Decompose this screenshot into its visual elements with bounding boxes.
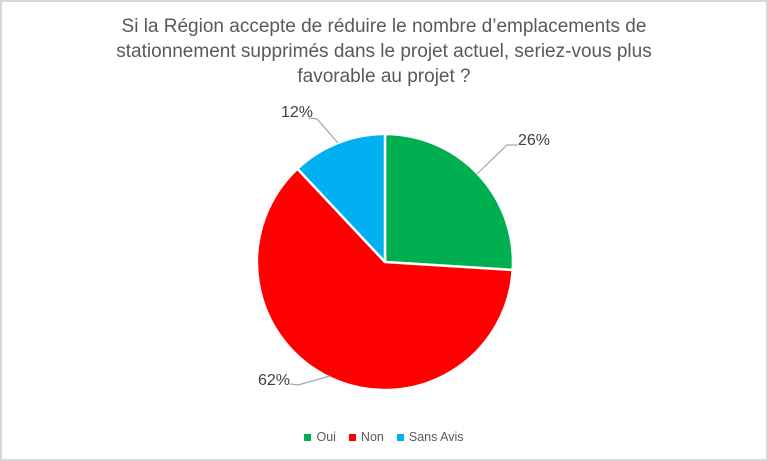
legend-label-sans-avis: Sans Avis bbox=[408, 430, 464, 444]
data-label-sans-avis: 12% bbox=[281, 104, 314, 121]
chart-title-line-1: Si la Région accepte de réduire le nombr… bbox=[121, 16, 647, 37]
legend-item-sans-avis: Sans Avis bbox=[396, 430, 464, 444]
chart-title: Si la Région accepte de réduire le nombr… bbox=[2, 14, 766, 89]
legend-swatch-sans-avis bbox=[396, 433, 404, 441]
data-label-oui: 26% bbox=[518, 132, 551, 149]
legend-swatch-non bbox=[348, 433, 356, 441]
leader-line-sans-avis bbox=[308, 117, 339, 144]
legend-item-oui: Oui bbox=[304, 430, 336, 444]
pie-slice-non bbox=[255, 167, 514, 392]
pie-slice-oui bbox=[383, 132, 515, 272]
legend-item-non: Non bbox=[348, 430, 384, 444]
leader-line-non bbox=[289, 375, 331, 386]
legend-swatch-oui bbox=[304, 433, 312, 441]
data-label-non: 62% bbox=[258, 372, 291, 389]
legend: Oui Non Sans Avis bbox=[2, 430, 766, 444]
chart-title-line-3: favorable au projet ? bbox=[297, 66, 471, 87]
chart-title-line-2: stationnement supprimés dans le projet a… bbox=[116, 41, 652, 62]
legend-label-oui: Oui bbox=[316, 430, 336, 444]
leader-line-oui bbox=[476, 144, 518, 175]
legend-label-non: Non bbox=[360, 430, 384, 444]
